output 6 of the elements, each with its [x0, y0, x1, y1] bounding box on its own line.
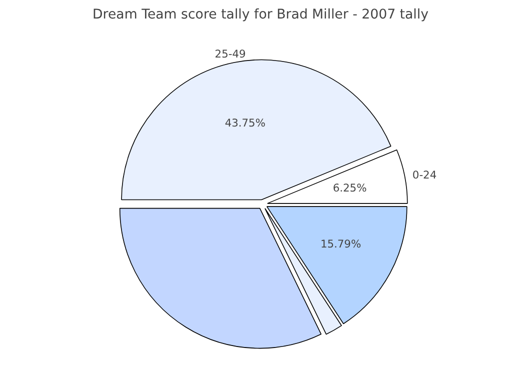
data-label: 43.75%: [224, 116, 266, 130]
slice-label: 0-24: [412, 168, 437, 182]
data-label: 6.25%: [332, 182, 367, 195]
data-label: 15.79%: [320, 237, 362, 250]
chart-title: Dream Team score tally for Brad Miller - 2007 tally: [92, 8, 429, 22]
slice-label: 25-49: [214, 48, 246, 61]
